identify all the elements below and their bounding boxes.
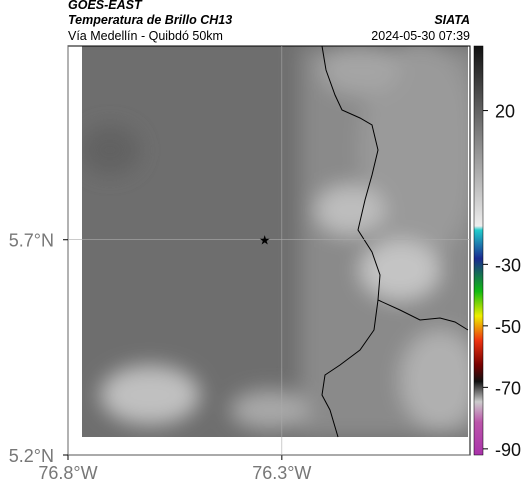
location-marker: ★: [259, 233, 271, 248]
colorbar-tick-label: -70: [495, 378, 521, 398]
satellite-image: [82, 46, 468, 437]
x-tick-label: 76.8°W: [38, 463, 97, 483]
border: [321, 45, 469, 438]
y-tick-label: 5.7°N: [9, 231, 54, 251]
x-tick-label: 76.3°W: [252, 463, 311, 483]
y-tick-label: 5.2°N: [9, 446, 54, 466]
subtitle: Temperatura de Brillo CH13: [68, 13, 232, 27]
colorbar: [473, 45, 484, 456]
colorbar-tick-label: 20: [495, 102, 515, 122]
colorbar-tick-label: -50: [495, 317, 521, 337]
source: SIATA: [434, 13, 470, 27]
colorbar-tick-label: -30: [495, 255, 521, 275]
datetime: 2024-05-30 07:39: [371, 29, 470, 43]
route: Vía Medellín - Quibdó 50km: [68, 29, 223, 43]
title: GOES-EAST: [68, 0, 143, 12]
colorbar-tick-label: -90: [495, 440, 521, 460]
